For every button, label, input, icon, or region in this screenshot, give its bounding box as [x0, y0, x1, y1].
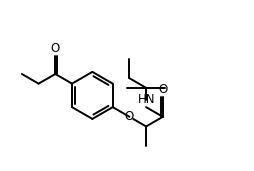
- Text: O: O: [158, 83, 167, 96]
- Text: O: O: [125, 110, 134, 123]
- Text: HN: HN: [137, 93, 155, 106]
- Text: O: O: [51, 42, 60, 55]
